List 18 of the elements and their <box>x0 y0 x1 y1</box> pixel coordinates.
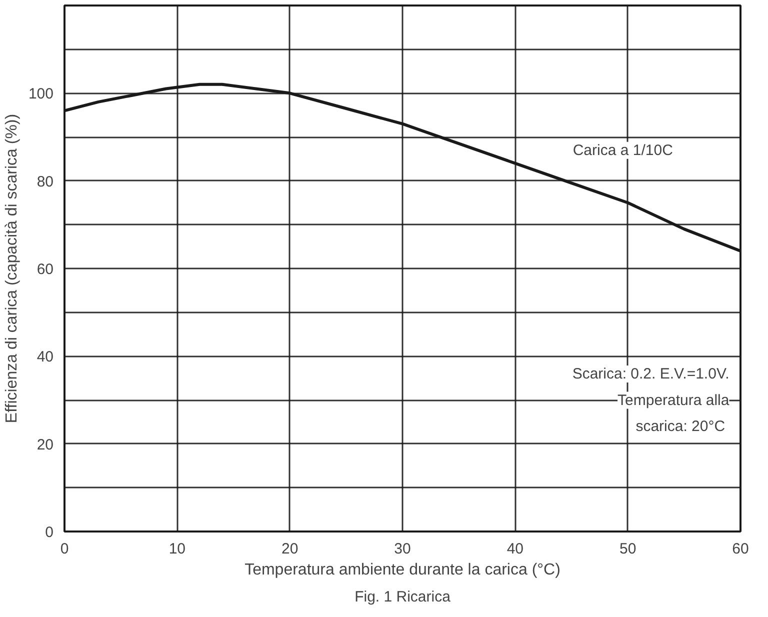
y-tick-label: 0 <box>45 524 54 541</box>
y-tick-label: 40 <box>36 348 54 366</box>
y-tick-label: 80 <box>36 173 54 190</box>
x-tick-label: 0 <box>60 540 69 558</box>
y-tick-label: 20 <box>36 436 54 454</box>
x-tick-label: 30 <box>394 540 411 558</box>
x-tick-label: 10 <box>168 540 186 558</box>
x-axis-title: Temperatura ambiente durante la carica (°C) <box>244 562 560 578</box>
annotation: Scarica: 0.2. E.V.=1.0V. Temperatura alla scarica: 20°C <box>572 365 730 436</box>
annotation: Carica a 1/10C <box>572 142 674 159</box>
caption: Fig. 1 Ricarica <box>354 588 452 606</box>
y-axis-title: Efficienza di carica (capacità di scarica (%)) <box>3 114 20 424</box>
y-tick-label: 100 <box>28 86 54 103</box>
x-tick-label: 60 <box>732 540 749 558</box>
x-tick-label: 40 <box>506 540 524 558</box>
y-tick-label: 60 <box>36 261 54 278</box>
x-tick-label: 50 <box>619 540 636 558</box>
x-tick-label: 20 <box>281 540 298 558</box>
